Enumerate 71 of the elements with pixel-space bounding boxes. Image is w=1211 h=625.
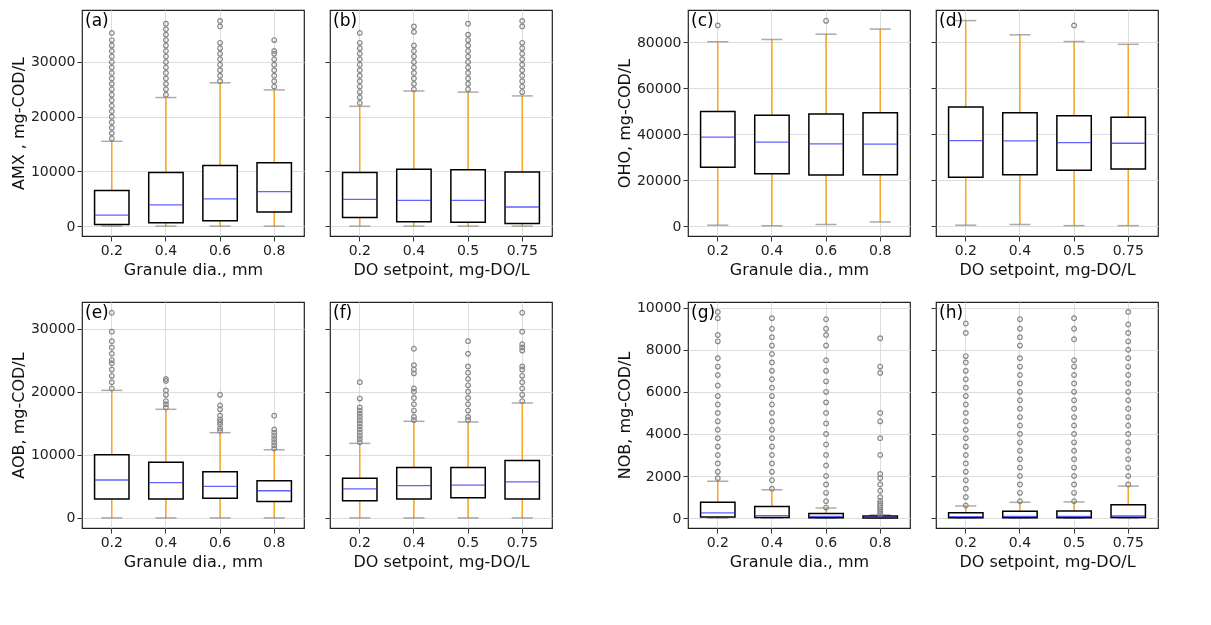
y-tick-label: 20000 — [30, 383, 76, 400]
y-axis-title: NOB, mg-COD/L — [614, 351, 634, 480]
x-tick-label: 0.4 — [760, 241, 784, 258]
x-tick-label: 0.4 — [1008, 533, 1032, 550]
y-tick-label: 20000 — [30, 108, 76, 125]
y-tick-label: 40000 — [636, 125, 682, 142]
x-tick-label: 0.6 — [208, 241, 232, 258]
y-axis-title: AOB, mg-COD/L — [8, 352, 28, 479]
annotation: (b) — [333, 10, 358, 30]
x-tick-label: 0.4 — [154, 533, 178, 550]
y-tick-label: 2000 — [645, 467, 682, 484]
x-tick-label: 0.4 — [402, 533, 426, 550]
annotation: (a) — [85, 10, 109, 30]
annotation: (g) — [691, 302, 716, 322]
x-tick-label: 0.2 — [100, 241, 123, 258]
x-tick-label: 0.4 — [154, 241, 178, 258]
x-tick-label: 0.2 — [954, 533, 977, 550]
x-axis-title: Granule dia., mm — [729, 259, 870, 279]
x-tick-label: 0.5 — [456, 533, 480, 550]
x-axis-title: Granule dia., mm — [729, 551, 870, 571]
x-tick-label: 0.5 — [1062, 241, 1086, 258]
y-tick-label: 6000 — [645, 383, 682, 400]
x-tick-label: 0.4 — [1008, 241, 1032, 258]
x-tick-label: 0.6 — [814, 533, 838, 550]
annotation: (e) — [85, 302, 109, 322]
y-tick-label: 80000 — [636, 33, 682, 50]
x-tick-label: 0.75 — [506, 533, 538, 550]
y-tick-label: 0 — [672, 217, 682, 234]
x-tick-label: 0.8 — [263, 241, 286, 258]
x-tick-label: 0.75 — [1112, 241, 1144, 258]
x-axis-title: DO setpoint, mg-DO/L — [959, 551, 1136, 571]
x-tick-label: 0.8 — [869, 533, 892, 550]
y-tick-label: 4000 — [645, 425, 682, 442]
y-tick-label: 10000 — [30, 446, 76, 463]
annotation: (h) — [939, 302, 964, 322]
x-axis-title: Granule dia., mm — [123, 551, 264, 571]
x-tick-label: 0.8 — [869, 241, 892, 258]
y-tick-label: 0 — [66, 217, 76, 234]
x-tick-label: 0.2 — [348, 533, 371, 550]
y-tick-label: 30000 — [30, 53, 76, 70]
annotation: (d) — [939, 10, 964, 30]
x-tick-label: 0.8 — [263, 533, 286, 550]
y-axis-title: AMX , mg-COD/L — [8, 56, 28, 190]
x-tick-label: 0.75 — [1112, 533, 1144, 550]
annotation: (f) — [333, 302, 353, 322]
x-tick-label: 0.4 — [402, 241, 426, 258]
x-tick-label: 0.2 — [100, 533, 123, 550]
x-tick-label: 0.5 — [456, 241, 480, 258]
y-tick-label: 0 — [66, 509, 76, 526]
x-tick-label: 0.75 — [506, 241, 538, 258]
y-tick-label: 30000 — [30, 320, 76, 337]
y-tick-label: 20000 — [636, 171, 682, 188]
y-tick-label: 10000 — [30, 162, 76, 179]
y-tick-label: 60000 — [636, 79, 682, 96]
x-tick-label: 0.6 — [208, 533, 232, 550]
y-tick-label: 0 — [672, 509, 682, 526]
x-axis-title: DO setpoint, mg-DO/L — [353, 551, 530, 571]
x-tick-label: 0.5 — [1062, 533, 1086, 550]
y-tick-label: 10000 — [636, 299, 682, 316]
x-tick-label: 0.2 — [706, 533, 729, 550]
x-tick-label: 0.6 — [814, 241, 838, 258]
x-axis-title: DO setpoint, mg-DO/L — [959, 259, 1136, 279]
x-axis-title: DO setpoint, mg-DO/L — [353, 259, 530, 279]
y-tick-label: 8000 — [645, 341, 682, 358]
x-tick-label: 0.2 — [348, 241, 371, 258]
y-axis-title: OHO, mg-COD/L — [614, 58, 634, 189]
annotation: (c) — [691, 10, 714, 30]
x-tick-label: 0.4 — [760, 533, 784, 550]
x-axis-title: Granule dia., mm — [123, 259, 264, 279]
x-tick-label: 0.2 — [954, 241, 977, 258]
x-tick-label: 0.2 — [706, 241, 729, 258]
